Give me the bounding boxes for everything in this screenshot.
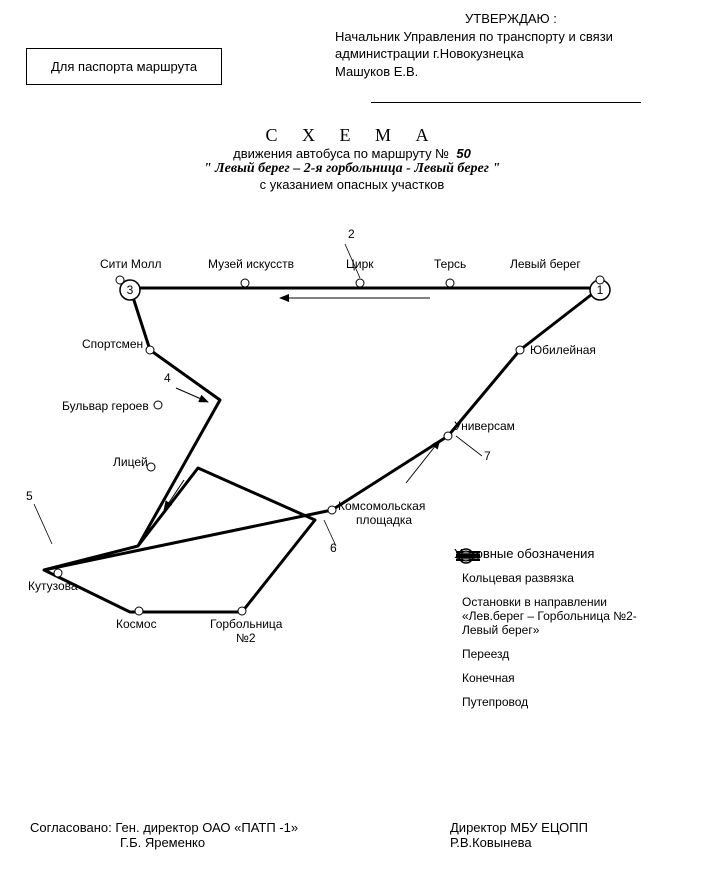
legend-text: Остановки в направлении «Лев.берег – Гор… <box>462 595 652 637</box>
legend-row: Переезд <box>454 647 690 661</box>
legend: Условные обозначения Кольцевая развязка О… <box>454 546 690 709</box>
svg-text:Терсь: Терсь <box>434 257 466 271</box>
svg-text:6: 6 <box>330 541 337 555</box>
svg-text:Бульвар героев: Бульвар героев <box>62 399 149 413</box>
svg-text:№2: №2 <box>236 631 256 645</box>
svg-text:Космос: Космос <box>116 617 157 631</box>
footer-right2: Р.В.Ковынева <box>450 835 588 850</box>
svg-text:Универсам: Универсам <box>454 419 515 433</box>
footer-right1: Директор МБУ ЕЦОПП <box>450 820 588 835</box>
svg-text:Горбольница: Горбольница <box>210 617 283 631</box>
svg-text:Цирк: Цирк <box>346 257 374 271</box>
svg-text:Юбилейная: Юбилейная <box>530 343 596 357</box>
svg-text:2: 2 <box>348 227 355 241</box>
svg-text:Сити Молл: Сити Молл <box>100 257 161 271</box>
svg-text:Лицей: Лицей <box>113 455 148 469</box>
legend-text: Кольцевая развязка <box>462 571 574 585</box>
legend-row: Конечная <box>454 671 690 685</box>
svg-text:3: 3 <box>127 283 134 297</box>
footer-left: Согласовано: Ген. директор ОАО «ПАТП -1»… <box>30 820 298 850</box>
legend-row: Путепровод <box>454 695 690 709</box>
svg-text:Кутузова: Кутузова <box>28 579 78 593</box>
legend-text: Конечная <box>462 671 515 685</box>
legend-text: Путепровод <box>462 695 528 709</box>
svg-text:Левый берег: Левый берег <box>510 257 581 271</box>
legend-row: Остановки в направлении «Лев.берег – Гор… <box>454 595 690 637</box>
svg-text:Спортсмен: Спортсмен <box>82 337 143 351</box>
legend-row: Кольцевая развязка <box>454 571 690 585</box>
legend-text: Переезд <box>462 647 509 661</box>
svg-text:Комсомольская: Комсомольская <box>338 499 425 513</box>
legend-title: Условные обозначения <box>454 546 690 561</box>
svg-text:1: 1 <box>597 283 604 297</box>
footer-left2: Г.Б. Яременко <box>30 835 298 850</box>
svg-text:площадка: площадка <box>356 513 412 527</box>
route-diagram: 3 1 Сити Молл Музей искусств Цирк Терсь Левый … <box>0 0 704 890</box>
footer-right: Директор МБУ ЕЦОПП Р.В.Ковынева <box>450 820 588 850</box>
svg-text:7: 7 <box>484 449 491 463</box>
svg-text:5: 5 <box>26 489 33 503</box>
svg-text:Музей искусств: Музей искусств <box>208 257 294 271</box>
footer-left1: Согласовано: Ген. директор ОАО «ПАТП -1» <box>30 820 298 835</box>
svg-text:4: 4 <box>164 371 171 385</box>
